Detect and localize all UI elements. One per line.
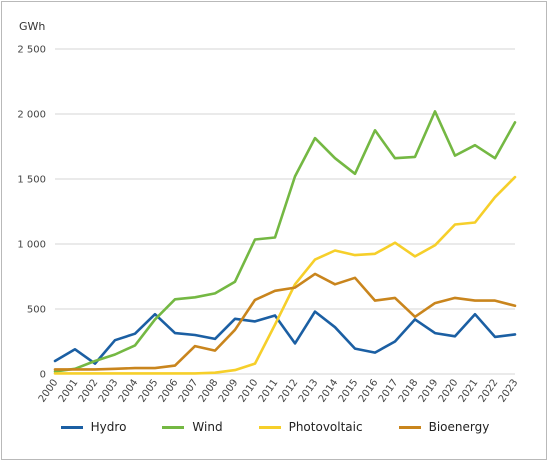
legend-swatch <box>162 425 185 429</box>
x-tick-label: 2013 <box>297 377 321 404</box>
legend-label: Bioenergy <box>428 420 490 434</box>
x-tick-label: 2018 <box>397 377 421 404</box>
legend-item-wind: Wind <box>162 420 223 434</box>
legend-swatch <box>398 425 421 429</box>
x-tick-label: 2022 <box>477 377 501 404</box>
x-tick-label: 2005 <box>137 377 161 404</box>
x-tick-label: 2021 <box>457 377 481 404</box>
legend-label: Photovoltaic <box>288 420 363 434</box>
gridlines <box>55 48 515 375</box>
x-tick-label: 2009 <box>217 377 241 404</box>
x-tick-label: 2000 <box>37 377 61 404</box>
x-tick-label: 2019 <box>417 377 441 404</box>
series-line-wind <box>53 110 517 373</box>
legend-label: Hydro <box>90 420 127 434</box>
legend: Hydro Wind Photovoltaic Bioenergy <box>2 417 548 437</box>
series-line-photovoltaic <box>53 175 517 375</box>
x-tick-label: 2012 <box>277 377 301 404</box>
x-tick-label: 2001 <box>57 377 81 404</box>
y-axis-ticks: 0 500 1 000 1 500 2 000 2 500 <box>17 45 46 381</box>
unit-label: GWh <box>19 20 45 33</box>
x-tick-label: 2004 <box>117 377 141 404</box>
y-tick-label: 2 500 <box>17 45 46 56</box>
x-tick-label: 2010 <box>237 377 261 404</box>
series-lines <box>53 110 517 375</box>
x-axis-ticks: 2000200120022003200420052006200720082009… <box>37 377 521 404</box>
x-tick-label: 2003 <box>97 377 121 404</box>
x-tick-label: 2002 <box>77 377 101 404</box>
x-tick-label: 2020 <box>437 377 461 404</box>
legend-item-photovoltaic: Photovoltaic <box>258 420 363 434</box>
x-tick-label: 2006 <box>157 377 181 404</box>
x-tick-label: 2015 <box>337 377 361 404</box>
legend-item-hydro: Hydro <box>60 420 127 434</box>
x-tick-label: 2008 <box>197 377 221 404</box>
legend-swatch <box>60 425 83 429</box>
x-tick-label: 2014 <box>317 377 341 404</box>
x-tick-label: 2017 <box>377 377 401 404</box>
legend-label: Wind <box>192 420 223 434</box>
y-tick-label: 0 <box>40 370 46 381</box>
legend-swatch <box>258 425 281 429</box>
x-tick-label: 2011 <box>257 377 281 404</box>
x-tick-label: 2016 <box>357 377 381 404</box>
legend-item-bioenergy: Bioenergy <box>398 420 490 434</box>
y-tick-label: 2 000 <box>17 110 46 121</box>
series-line-hydro <box>53 310 517 365</box>
x-tick-label: 2007 <box>177 377 201 404</box>
x-tick-label: 2023 <box>497 377 521 404</box>
series-line-bioenergy <box>53 272 517 371</box>
y-tick-label: 500 <box>27 305 46 316</box>
y-tick-label: 1 500 <box>17 175 46 186</box>
y-tick-label: 1 000 <box>17 240 46 251</box>
